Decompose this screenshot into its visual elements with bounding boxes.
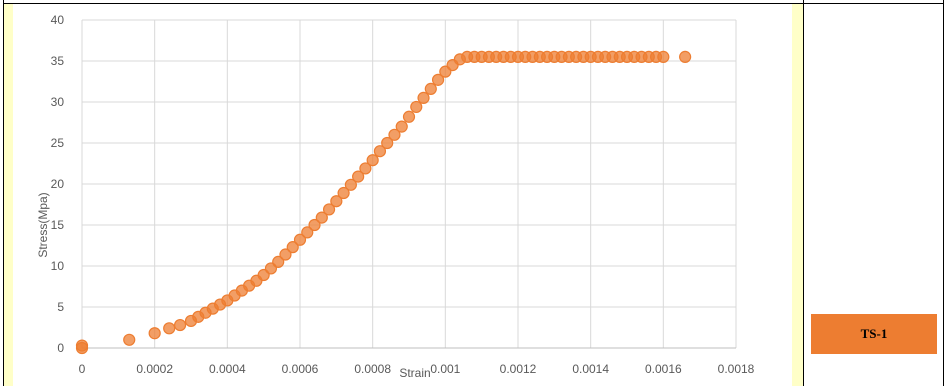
table-border-divider (803, 0, 804, 386)
data-point (344, 178, 357, 191)
x-tick-label: 0.001 (430, 362, 460, 376)
data-point (410, 100, 423, 114)
data-point (388, 128, 401, 141)
x-axis-title: Strain (399, 366, 430, 380)
data-point (322, 203, 336, 216)
data-point (402, 110, 416, 123)
data-point (431, 73, 445, 86)
right-margin-highlight (792, 4, 803, 386)
tick-label-layer: 0 0.0002 0.0004 0.0006 0.0008 0.001 0.0012 0.00… (51, 13, 755, 376)
data-point (123, 333, 136, 346)
data-point (75, 339, 89, 352)
y-tick-label: 15 (51, 218, 65, 232)
data-point (657, 50, 670, 64)
data-point (359, 162, 372, 175)
data-point (315, 211, 328, 224)
table-border-right (943, 0, 944, 386)
data-point (272, 255, 285, 268)
x-tick-label: 0.0012 (500, 362, 537, 376)
data-point (148, 327, 161, 340)
grid-layer (81, 19, 737, 349)
data-point-layer (75, 50, 692, 355)
data-point (424, 82, 437, 95)
y-tick-label: 10 (51, 259, 65, 273)
stress-strain-chart: 0 0.0002 0.0004 0.0006 0.0008 0.001 0.0012 0.00… (36, 13, 755, 380)
specimen-badge-label: TS-1 (860, 326, 888, 341)
data-point (366, 154, 379, 167)
y-tick-label: 20 (51, 177, 65, 191)
x-tick-label: 0.0006 (282, 362, 319, 376)
data-point (352, 170, 365, 183)
x-tick-label: 0.0004 (209, 362, 246, 376)
x-tick-label: 0.0018 (718, 362, 755, 376)
data-point (174, 318, 187, 332)
y-tick-label: 0 (57, 341, 64, 355)
data-point (679, 50, 692, 64)
table-border-top (3, 3, 944, 4)
left-margin-highlight (4, 4, 13, 386)
y-tick-label: 5 (57, 300, 64, 314)
x-tick-label: 0.0002 (136, 362, 173, 376)
data-point (286, 241, 299, 254)
data-point (279, 248, 292, 261)
data-point (373, 145, 387, 158)
data-point (395, 120, 408, 133)
specimen-badge: TS-1 (811, 314, 937, 354)
data-point (163, 322, 176, 335)
table-border-left (3, 0, 4, 386)
data-point (293, 233, 307, 246)
x-tick-label: 0.0014 (572, 362, 609, 376)
x-tick-label: 0.0008 (354, 362, 391, 376)
x-tick-label: 0.0016 (645, 362, 682, 376)
data-point (381, 136, 394, 150)
y-axis-title: Stress(Mpa) (36, 192, 50, 257)
y-tick-label: 40 (51, 13, 65, 27)
y-tick-label: 30 (51, 95, 65, 109)
data-point (301, 226, 314, 239)
data-point (337, 186, 350, 200)
x-tick-label: 0 (79, 362, 86, 376)
data-point (308, 218, 321, 232)
data-point (330, 195, 343, 208)
y-tick-label: 25 (51, 136, 65, 150)
data-point (417, 91, 430, 105)
y-tick-label: 35 (51, 54, 65, 68)
